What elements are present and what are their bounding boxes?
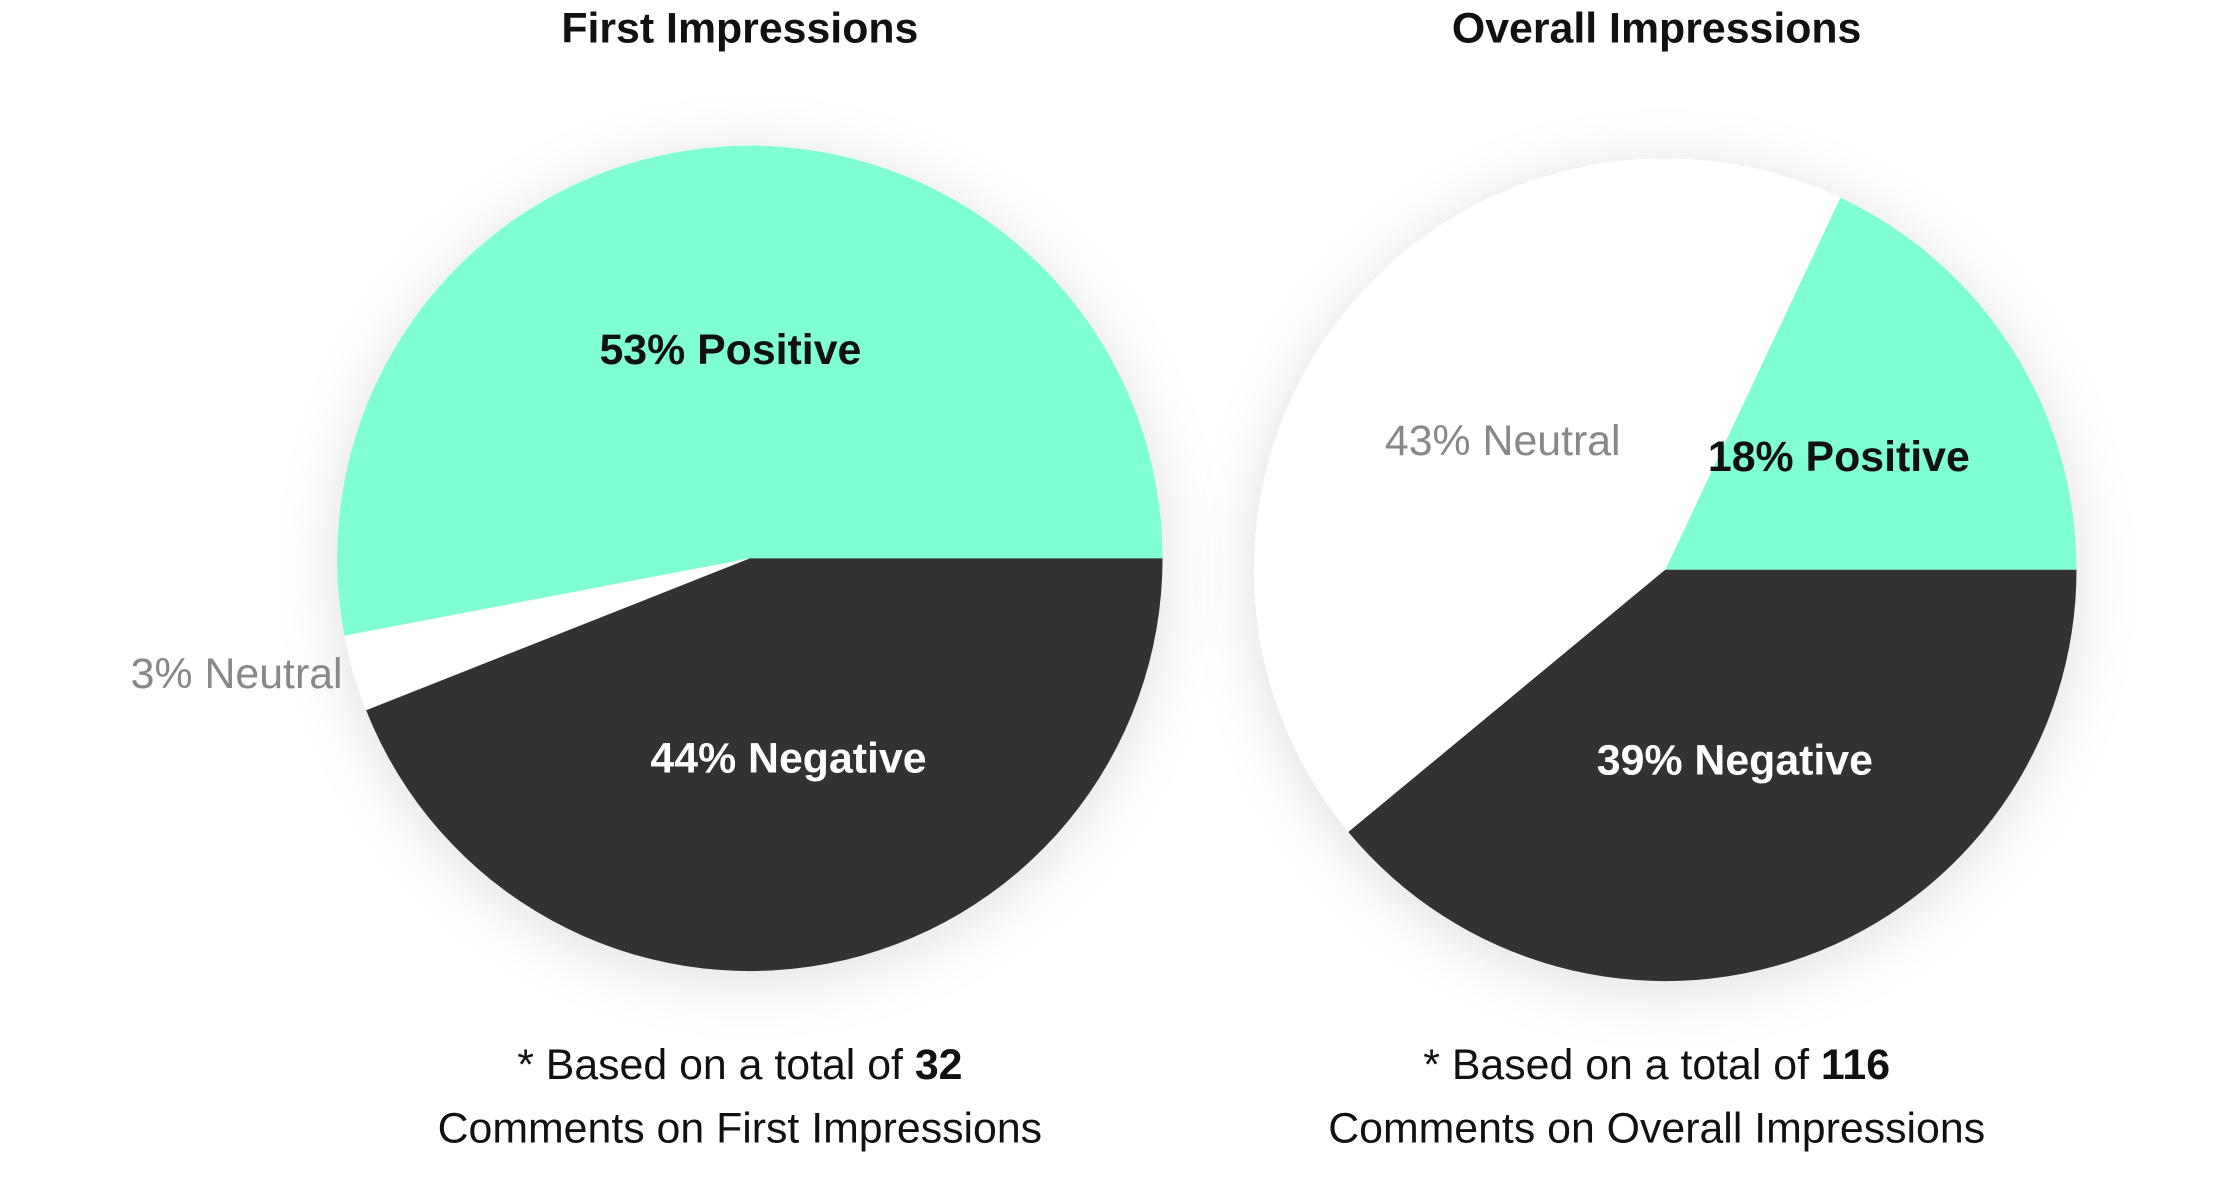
pie [1253,158,2077,982]
pie-slice [1665,197,2077,570]
slice-label: 18% Positive [1708,433,1970,481]
slice-label: 39% Negative [1597,737,1873,785]
pie-slice [1253,158,1841,832]
pie-slice [344,558,750,711]
pie [337,145,1163,972]
footnote: * Based on a total of 32 [517,1041,962,1089]
slice-label: 43% Neutral [1385,417,1621,465]
footnote-total: 116 [1809,1041,1890,1089]
footnote: * Based on a total of 116 [1423,1041,1890,1089]
footnote-suffix: Comments on Overall Impressions [1328,1104,1985,1152]
pie-slice [337,145,1163,636]
slice-label: 44% Negative [650,734,926,782]
pie-slice [366,558,1163,972]
footnote-prefix: * Based on a total of [1423,1041,1809,1089]
slice-label: 53% Positive [599,326,861,374]
slice-label: 3% Neutral [131,650,343,698]
footnote-suffix: Comments on First Impressions [438,1104,1043,1152]
chart-title: Overall Impressions [1452,5,1861,53]
pie-slice [1348,569,2077,982]
footnote-total: 32 [903,1041,963,1089]
chart-title: First Impressions [561,5,918,53]
footnote-prefix: * Based on a total of [517,1041,903,1089]
